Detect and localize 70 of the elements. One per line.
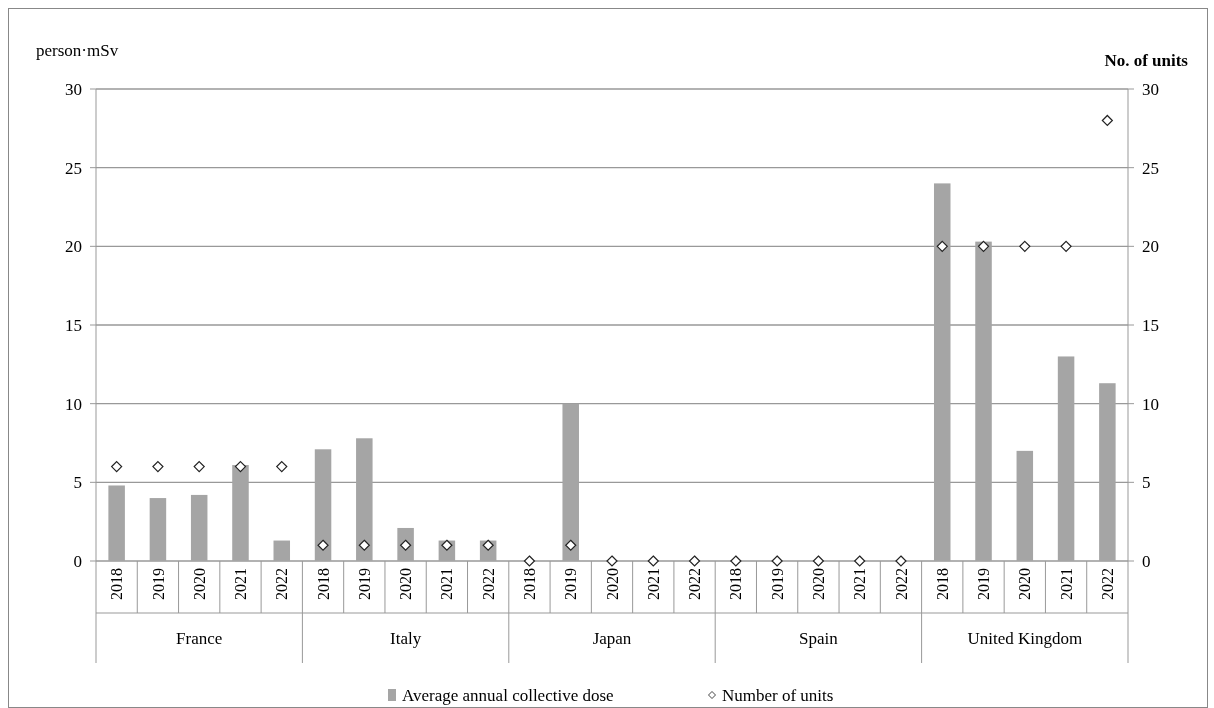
x-tick-label: 2018 <box>933 568 951 600</box>
x-tick-label: 2020 <box>603 568 621 600</box>
x-tick-label: 2019 <box>975 568 993 600</box>
point <box>1019 240 1031 252</box>
x-tick-label: 2019 <box>149 568 167 600</box>
y2-axis-title: No. of units <box>1104 51 1189 70</box>
text: United Kingdom <box>967 629 1083 648</box>
y2-tick-label: 5 <box>1142 473 1151 493</box>
point <box>234 461 247 473</box>
point <box>276 461 288 473</box>
x-tick-label: 2018 <box>314 568 332 600</box>
point <box>111 461 123 473</box>
x-tick-label: 2022 <box>686 568 704 600</box>
point <box>358 539 370 551</box>
text: Italy <box>390 629 422 648</box>
y2-tick-label: 0 <box>1142 551 1151 571</box>
legend-label: Average annual collective dose <box>402 685 614 705</box>
point <box>152 461 164 473</box>
y-tick-label: 30 <box>65 79 82 99</box>
x-tick-label: 2018 <box>727 568 745 600</box>
x-tick-label: 2019 <box>355 568 373 600</box>
x-tick-label: 2022 <box>1098 568 1116 600</box>
x-tick-label: 2020 <box>397 568 415 600</box>
x-tick-label: 2021 <box>851 568 869 600</box>
point <box>1101 114 1113 127</box>
point <box>606 555 618 567</box>
y2-tick-label: 30 <box>1142 79 1159 99</box>
x-tick-label: 2020 <box>1016 568 1034 600</box>
x-tick-label: 2018 <box>108 568 126 600</box>
point <box>688 555 701 567</box>
point <box>895 555 907 567</box>
point <box>812 555 824 567</box>
x-tick-label: 2022 <box>479 568 497 600</box>
point <box>771 555 783 567</box>
y2-tick-label: 20 <box>1142 237 1159 257</box>
x-tick-label: 2019 <box>768 568 786 600</box>
point <box>1060 240 1072 252</box>
point <box>317 539 329 551</box>
point <box>193 461 205 473</box>
point <box>730 555 742 567</box>
x-tick-label: 2021 <box>1057 568 1075 600</box>
y-tick-label: 5 <box>73 473 82 493</box>
point <box>565 539 577 551</box>
legend-label: Number of units <box>722 685 834 705</box>
y2-tick-label: 15 <box>1142 315 1159 335</box>
point <box>854 555 866 567</box>
point <box>647 555 659 567</box>
x-tick-label: 2022 <box>892 568 910 600</box>
text: France <box>176 629 223 648</box>
x-tick-label: 2019 <box>562 568 580 600</box>
y-tick-label: 0 <box>73 551 82 571</box>
text: Japan <box>592 629 632 648</box>
x-tick-label: 2021 <box>232 568 250 600</box>
x-tick-label: 2021 <box>438 568 456 600</box>
x-tick-label: 2021 <box>644 568 662 600</box>
x-tick-label: 2022 <box>273 568 291 600</box>
y-tick-label: 15 <box>65 315 82 335</box>
y-tick-label: 10 <box>65 394 82 414</box>
point <box>936 240 948 252</box>
y-tick-label: 25 <box>65 158 82 178</box>
point <box>523 555 536 567</box>
y-tick-label: 20 <box>65 237 82 257</box>
point <box>977 240 990 252</box>
x-tick-label: 2020 <box>190 568 208 600</box>
y2-tick-label: 10 <box>1142 394 1159 414</box>
y-axis-title: person·mSv <box>36 41 119 60</box>
y2-tick-label: 25 <box>1142 158 1159 178</box>
text: Spain <box>799 629 839 648</box>
x-tick-label: 2018 <box>521 568 539 600</box>
x-tick-label: 2020 <box>810 568 827 600</box>
